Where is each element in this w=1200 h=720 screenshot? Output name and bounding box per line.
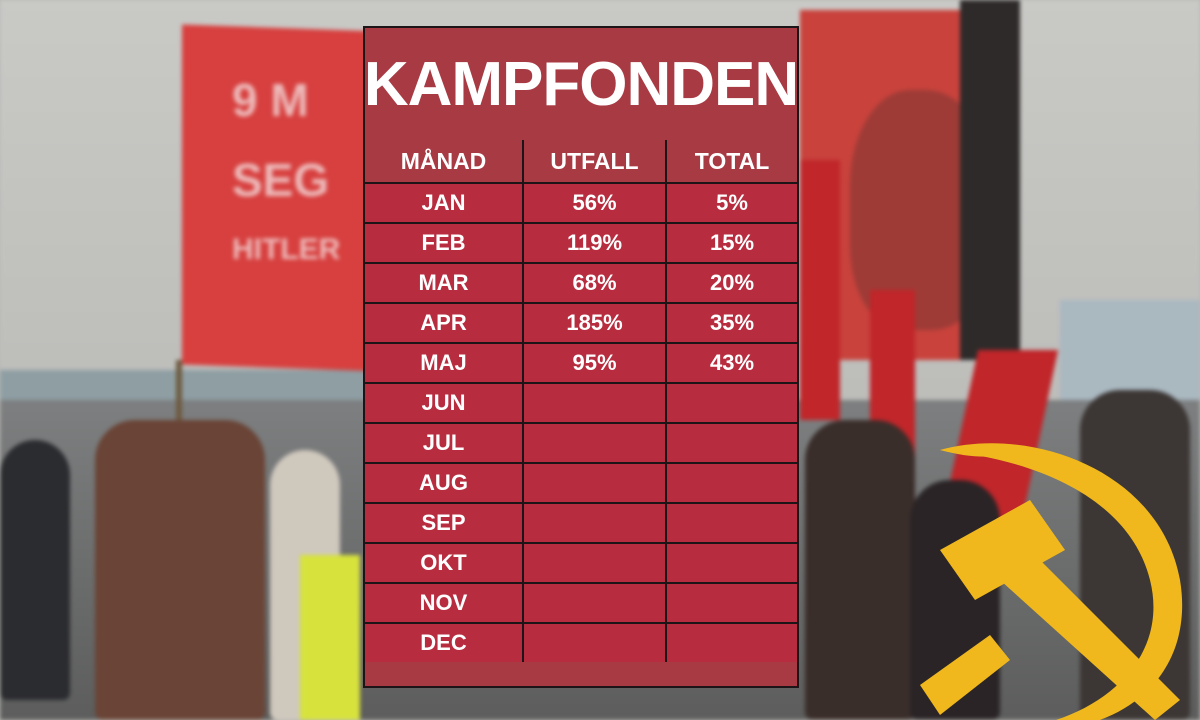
fund-table: MÅNAD UTFALL TOTAL JAN 56% 5% FEB 119% 1… <box>365 140 797 662</box>
cell-month: JUN <box>365 382 524 424</box>
kampfonden-panel: KAMPFONDEN MÅNAD UTFALL TOTAL JAN 56% 5%… <box>363 26 799 688</box>
cell-total <box>665 462 797 504</box>
cell-total <box>665 382 797 424</box>
cell-total <box>665 422 797 464</box>
table-row: FEB 119% 15% <box>365 222 797 264</box>
cell-utfall: 56% <box>522 182 667 224</box>
table-row: AUG <box>365 462 797 504</box>
header-month: MÅNAD <box>365 140 524 184</box>
header-total: TOTAL <box>665 140 797 184</box>
hammer-and-sickle-icon <box>920 443 1183 720</box>
panel-title: KAMPFONDEN <box>364 28 799 142</box>
table-row: JUN <box>365 382 797 424</box>
banner-left-line-1: 9 M <box>232 74 309 126</box>
cell-month: FEB <box>365 222 524 264</box>
cell-utfall <box>522 582 667 624</box>
cell-utfall <box>522 422 667 464</box>
cell-utfall <box>522 542 667 584</box>
cell-month: OKT <box>365 542 524 584</box>
cell-utfall: 119% <box>522 222 667 264</box>
cell-month: NOV <box>365 582 524 624</box>
cell-month: APR <box>365 302 524 344</box>
table-row: SEP <box>365 502 797 544</box>
table-header-row: MÅNAD UTFALL TOTAL <box>365 140 797 184</box>
banner-left-line-2: SEG <box>232 154 330 206</box>
cell-utfall <box>522 622 667 662</box>
flag-1 <box>800 160 840 420</box>
table-row: JAN 56% 5% <box>365 182 797 224</box>
cell-total <box>665 622 797 662</box>
cell-total: 43% <box>665 342 797 384</box>
table-row: APR 185% 35% <box>365 302 797 344</box>
cell-month: JAN <box>365 182 524 224</box>
cell-total: 20% <box>665 262 797 304</box>
cell-month: SEP <box>365 502 524 544</box>
table-row: MAJ 95% 43% <box>365 342 797 384</box>
cell-utfall <box>522 382 667 424</box>
table-row: DEC <box>365 622 797 662</box>
banner-right-edge <box>960 0 1020 360</box>
cell-total: 15% <box>665 222 797 264</box>
safety-vest <box>300 555 360 720</box>
cell-total: 35% <box>665 302 797 344</box>
person-right <box>805 420 915 720</box>
cell-utfall: 68% <box>522 262 667 304</box>
table-row: MAR 68% 20% <box>365 262 797 304</box>
cell-total: 5% <box>665 182 797 224</box>
cell-month: AUG <box>365 462 524 504</box>
cell-month: DEC <box>365 622 524 662</box>
cell-utfall: 95% <box>522 342 667 384</box>
cell-total <box>665 542 797 584</box>
person-far-left <box>0 440 70 700</box>
cell-month: MAJ <box>365 342 524 384</box>
table-row: NOV <box>365 582 797 624</box>
header-utfall: UTFALL <box>522 140 667 184</box>
cell-month: MAR <box>365 262 524 304</box>
cell-total <box>665 582 797 624</box>
cell-total <box>665 502 797 544</box>
table-row: JUL <box>365 422 797 464</box>
person-left <box>95 420 265 720</box>
banner-left-line-3: HITLER <box>232 233 341 266</box>
cell-utfall: 185% <box>522 302 667 344</box>
cell-month: JUL <box>365 422 524 464</box>
cell-utfall <box>522 462 667 504</box>
cell-utfall <box>522 502 667 544</box>
table-row: OKT <box>365 542 797 584</box>
